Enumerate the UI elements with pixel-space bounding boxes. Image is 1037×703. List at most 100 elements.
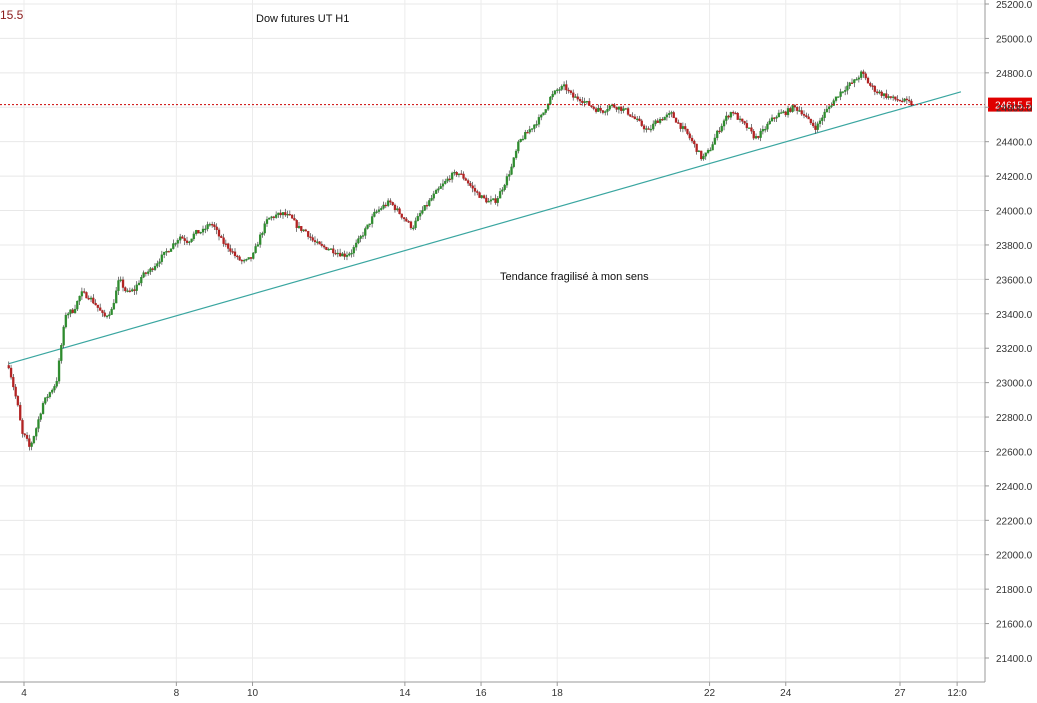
candle [754,133,758,140]
candle [565,80,568,94]
candle-body-down [224,243,228,245]
candle [907,96,911,103]
candle-body-down [183,238,186,241]
candle-body-down [471,185,474,189]
candle-body-up [480,195,483,198]
candle-body-up [247,257,250,260]
candle [457,173,461,178]
candle [85,291,88,299]
candle [855,77,858,81]
candle-body-up [412,227,415,230]
candle-body-up [722,120,726,127]
candle-body-up [69,309,72,314]
candle-body-up [558,89,561,91]
candle-body-up [816,123,819,130]
candle-body-down [7,365,10,369]
candle [179,233,182,244]
candle [796,106,799,115]
candle-body-up [418,213,422,217]
candle [775,115,778,122]
y-tick-label: 24600.0 [996,103,1033,114]
candle [115,286,118,304]
candle-body-up [119,279,122,281]
candle [905,96,909,104]
current-price-layer: 24615.5 [0,97,1032,112]
candle [386,198,390,208]
candle-body-up [131,289,134,292]
candle [455,171,458,177]
candle-body-up [777,112,781,118]
trendline[interactable] [8,91,962,365]
candle-body-up [738,118,742,121]
candle [78,295,81,306]
candle [265,216,269,227]
candle [247,257,250,260]
candle [160,250,164,265]
candle-body-down [306,231,310,237]
candle-body-up [437,188,440,191]
candle [430,194,433,202]
candle-body-up [377,209,381,212]
candle-body-down [384,204,387,207]
candle-body-up [329,248,333,250]
candle-body-up [60,345,63,361]
candle-body-down [25,434,29,439]
candle-body-up [35,428,38,437]
candle-body-up [274,214,278,218]
candle [697,150,701,153]
candle-body-down [757,136,760,138]
candle-body-up [510,166,513,175]
candle [517,139,520,154]
candle [658,117,662,125]
candle [599,105,602,114]
candle-body-down [802,113,806,116]
candle-body-down [569,90,573,93]
candle-body-down [784,111,787,116]
candle [679,122,682,132]
y-tick-label: 22800.0 [996,413,1033,424]
x-tick-label: 27 [894,688,906,699]
candle [110,307,113,315]
candle [224,239,228,248]
candle-body-up [277,212,280,215]
candle-body-up [368,223,371,225]
candle-body-down [700,150,703,160]
candle [108,311,111,319]
candle-body-up [80,291,84,297]
candle-body-down [124,287,127,292]
candle-body-down [873,85,877,92]
candle-body-down [87,297,90,300]
candle-body-down [103,312,106,317]
candle-body-down [197,230,200,234]
candle-body-up [492,198,495,200]
candle-body-up [149,268,152,272]
candle [270,215,273,221]
candle [382,201,385,210]
candle [821,114,824,125]
candle [834,96,838,103]
candle [293,214,296,221]
candle-body-up [716,130,719,139]
candle [521,135,525,141]
candle [192,231,196,241]
candle [853,78,856,88]
candle [441,179,445,190]
candle [702,153,705,161]
candle-body-up [373,211,376,217]
candle-body-down [181,236,184,239]
candle [898,99,902,102]
candle [567,87,570,94]
candle-body-up [450,172,454,180]
y-tick-label: 23200.0 [996,344,1033,355]
candle [229,244,232,255]
candle [880,90,883,98]
candle-body-up [41,403,45,414]
candle-body-up [658,119,662,123]
candle [672,110,675,119]
candle-body-down [322,245,326,248]
candle-body-up [44,397,47,404]
candle-body-down [220,236,223,238]
candle [594,106,598,114]
candle-body-up [137,282,141,286]
